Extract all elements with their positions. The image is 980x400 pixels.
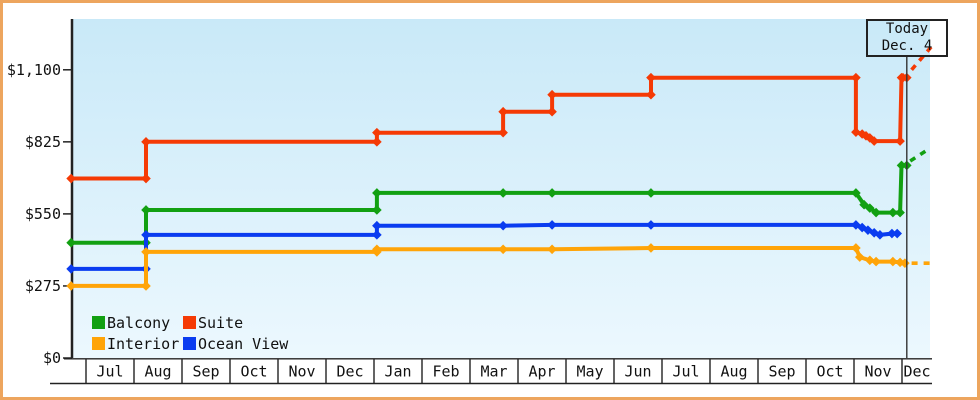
data-point-ocean-view [887,228,897,239]
data-point-suite [498,127,508,138]
data-point-ocean-view [372,230,382,240]
data-point-interior [66,281,76,291]
month-label: Aug [144,363,171,381]
y-axis-tick-label: $825 [25,133,61,151]
plot-area [73,19,930,358]
data-point-interior [851,243,861,253]
data-point-suite [66,173,76,184]
legend: Balcony Suite Interior Ocean View [92,312,288,354]
data-point-balcony [646,188,656,198]
month-label: Jul [96,363,123,381]
data-point-interior [871,256,881,267]
data-point-suite [646,72,656,83]
data-point-interior [141,247,151,257]
data-point-suite [861,131,871,141]
legend-label: Interior [107,334,180,353]
data-point-suite [372,127,382,138]
data-point-interior [854,252,865,262]
legend-item-balcony: Balcony [92,312,183,333]
data-point-balcony [895,207,905,218]
month-label: Jan [384,363,411,381]
month-label: May [576,363,603,381]
data-point-balcony [896,160,907,171]
y-axis-tick-label: $0 [43,349,61,367]
month-label: Sep [192,363,219,381]
data-point-balcony [871,207,881,218]
data-point-ocean-view [498,220,508,231]
legend-item-interior: Interior [92,333,183,354]
interior-swatch-icon [92,337,105,350]
month-label: Dec [903,363,930,381]
data-point-balcony [865,203,875,213]
data-point-balcony [66,237,76,248]
today-box: Today Dec. 4 [866,19,948,57]
y-axis-tick-label: $550 [25,205,61,223]
data-point-ocean-view [372,220,382,231]
data-point-suite [869,136,879,146]
data-point-balcony [851,188,861,198]
data-point-balcony [372,205,382,215]
data-point-ocean-view [892,228,902,239]
data-point-interior [498,244,508,255]
month-label: Jun [624,363,651,381]
today-label: Today [885,21,929,37]
price-history-chart: $0 $275 $550 $825 $1,100 Jul Aug Sep Oct Nov Dec Ja… [7,19,934,385]
data-point-suite [498,106,508,117]
month-label: Nov [864,363,891,381]
y-axis-tick-label: $275 [25,277,61,295]
data-point-suite [141,173,151,184]
data-point-ocean-view [547,220,557,230]
series-forecast-suite [910,45,934,71]
ocean-view-swatch-icon [183,337,196,350]
month-label: Dec [336,363,363,381]
data-point-balcony [372,188,382,198]
legend-item-suite: Suite [183,312,288,333]
data-point-ocean-view [141,230,151,240]
data-point-balcony [498,188,508,198]
data-point-balcony [547,188,557,198]
legend-label: Balcony [107,313,171,332]
suite-swatch-icon [183,316,196,329]
series-forecast-balcony [909,146,931,163]
month-label: Nov [288,363,315,381]
data-point-interior [646,243,656,253]
data-point-balcony [141,205,151,215]
data-point-suite [547,89,557,100]
legend-item-ocean-view: Ocean View [183,333,288,354]
month-label: Oct [240,363,267,381]
data-point-balcony [888,207,898,218]
data-point-ocean-view [875,230,885,240]
data-point-interior [547,244,557,255]
data-point-suite [851,72,861,83]
month-label: Jul [672,363,699,381]
data-point-ocean-view [857,222,867,233]
month-label: Mar [480,363,507,381]
legend-label: Suite [198,313,244,332]
month-label: Aug [720,363,747,381]
data-point-interior [900,258,910,268]
today-date: Dec. 4 [881,38,933,54]
month-label: Feb [432,363,459,381]
data-point-ocean-view [646,220,656,230]
data-point-interior [888,256,898,267]
month-label: Sep [768,363,795,381]
balcony-swatch-icon [92,316,105,329]
data-point-suite [646,89,656,100]
data-point-interior [865,255,875,266]
y-axis-tick-label: $1,100 [7,61,61,79]
month-label: Oct [816,363,843,381]
data-point-suite [141,137,151,147]
data-point-suite [547,106,557,117]
data-point-suite [372,137,382,147]
data-point-ocean-view [66,264,76,274]
data-point-suite [895,136,905,146]
legend-label: Ocean View [198,334,289,353]
month-label: Apr [528,363,555,381]
data-point-interior [141,281,151,291]
data-point-interior [372,244,382,255]
